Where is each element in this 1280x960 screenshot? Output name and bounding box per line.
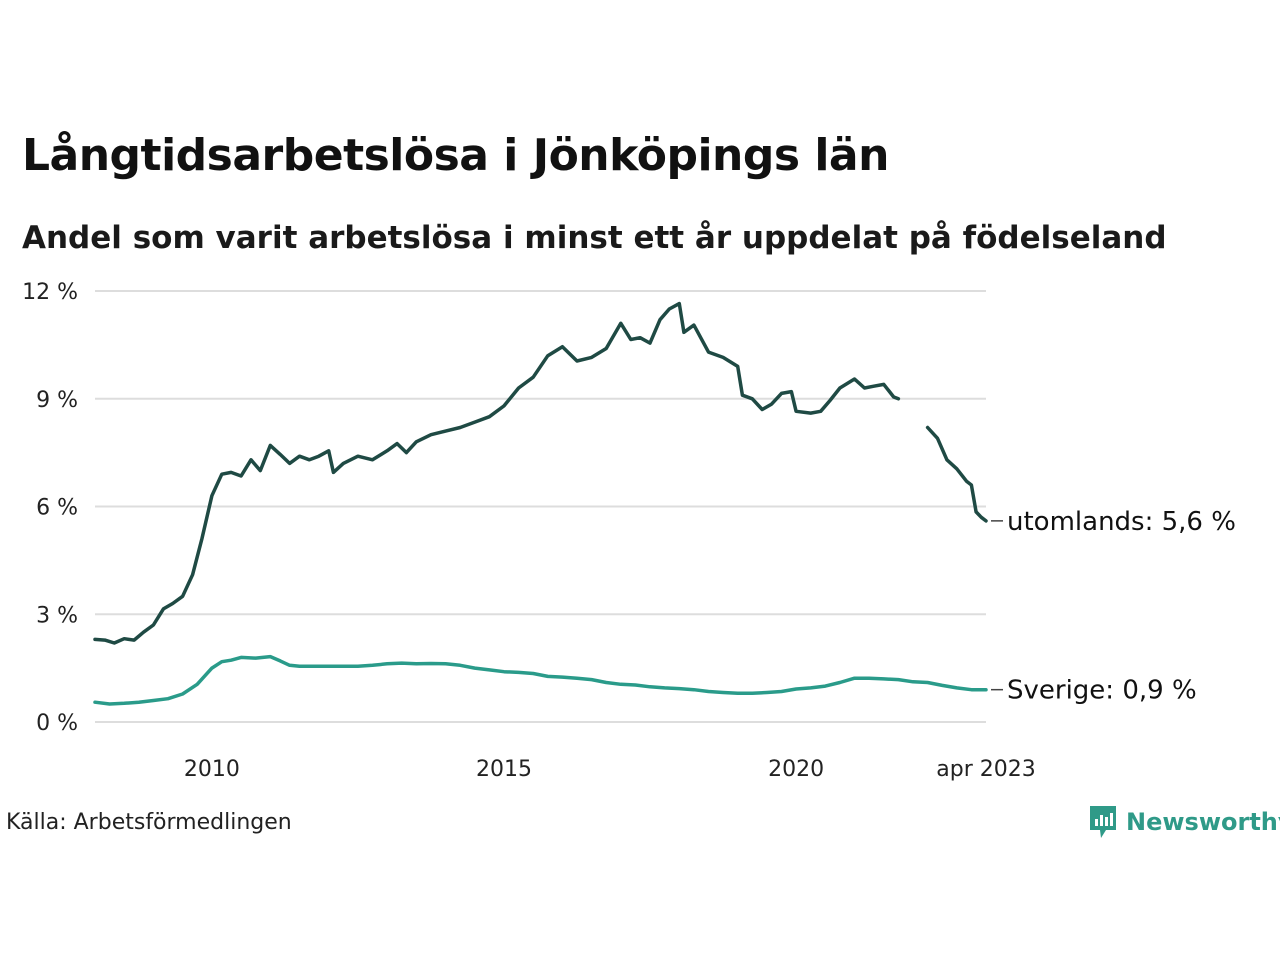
gridlines [95, 290, 986, 723]
newsworthy-brand[interactable]: Newsworthy [1088, 804, 1280, 840]
series-end-label: Sverige: 0,9 % [1007, 676, 1197, 706]
series-line-utomlands [93, 301, 988, 645]
brand-name: Newsworthy [1126, 808, 1280, 836]
line-chart: 0 % 3 % 6 % 9 % 12 % 2010 2015 2020 apr 2023 ut… [22, 280, 1236, 782]
source-label: Källa: Arbetsförmedlingen [6, 810, 292, 835]
newsworthy-logo-icon [1090, 806, 1116, 838]
chart-subtitle: Andel som varit arbetslösa i minst ett å… [22, 220, 1167, 256]
series-lines [93, 301, 988, 706]
series-end-label: utomlands: 5,6 % [1007, 507, 1236, 537]
x-tick-label: apr 2023 [936, 757, 1035, 782]
y-tick-label: 9 % [36, 388, 78, 413]
x-axis-labels: 2010 2015 2020 apr 2023 [184, 757, 1036, 782]
series-end-labels: utomlands: 5,6 % Sverige: 0,9 % [991, 507, 1236, 706]
y-tick-label: 3 % [36, 603, 78, 628]
series-line-sverige [93, 654, 988, 706]
x-tick-label: 2020 [768, 757, 824, 782]
y-axis-labels: 0 % 3 % 6 % 9 % 12 % [22, 280, 78, 736]
y-tick-label: 0 % [36, 711, 78, 736]
chart-title: Långtidsarbetslösa i Jönköpings län [22, 130, 889, 181]
y-tick-label: 12 % [22, 280, 78, 305]
y-tick-label: 6 % [36, 496, 78, 521]
x-tick-label: 2010 [184, 757, 240, 782]
x-tick-label: 2015 [476, 757, 532, 782]
